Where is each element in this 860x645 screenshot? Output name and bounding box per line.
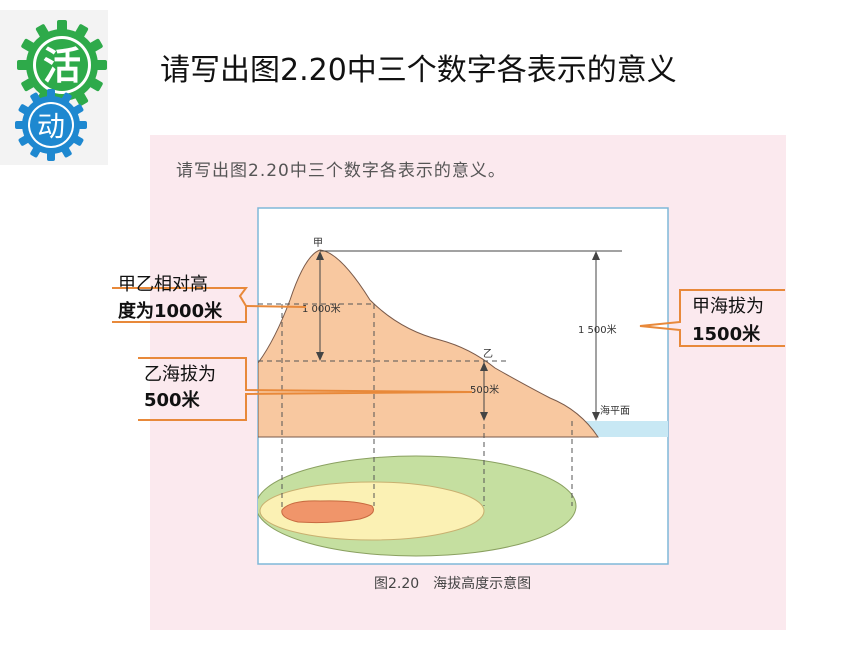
jia-altitude-line2: 1500米 xyxy=(692,323,761,345)
yi-altitude-line1: 乙海拔为 xyxy=(144,364,216,385)
figure-caption: 图2.20 海拔高度示意图 xyxy=(374,575,531,592)
point-yi-label: 乙 xyxy=(483,348,493,360)
badge-top-char: 活 xyxy=(43,44,81,88)
sea-level-label: 海平面 xyxy=(600,404,630,417)
activity-badge: 活 动 xyxy=(0,10,108,165)
jia-altitude-line1: 甲海拔为 xyxy=(692,296,764,317)
yi-altitude-line2: 500米 xyxy=(144,389,201,411)
relative-height-line1: 甲乙相对高 xyxy=(118,274,208,295)
figure-prompt: 请写出图2.20中三个数字各表示的意义。 xyxy=(176,161,506,181)
contour-inner xyxy=(281,500,374,524)
height-1000-label: 1 000米 xyxy=(302,302,341,315)
green-gear-icon xyxy=(17,20,107,110)
badge-bottom-char: 动 xyxy=(37,110,65,143)
annotation-pointers xyxy=(112,287,785,421)
height-1500-label: 1 500米 xyxy=(578,323,617,336)
slide-title: 请写出图2.20中三个数字各表示的意义 xyxy=(160,53,677,88)
height-500-label: 500米 xyxy=(470,383,499,396)
relative-height-line2: 度为1000米 xyxy=(118,300,223,322)
blue-gear-icon xyxy=(15,89,87,161)
figure-panel: 请写出图2.20中三个数字各表示的意义。 xyxy=(150,135,786,630)
peak-jia-label: 甲 xyxy=(313,238,323,249)
